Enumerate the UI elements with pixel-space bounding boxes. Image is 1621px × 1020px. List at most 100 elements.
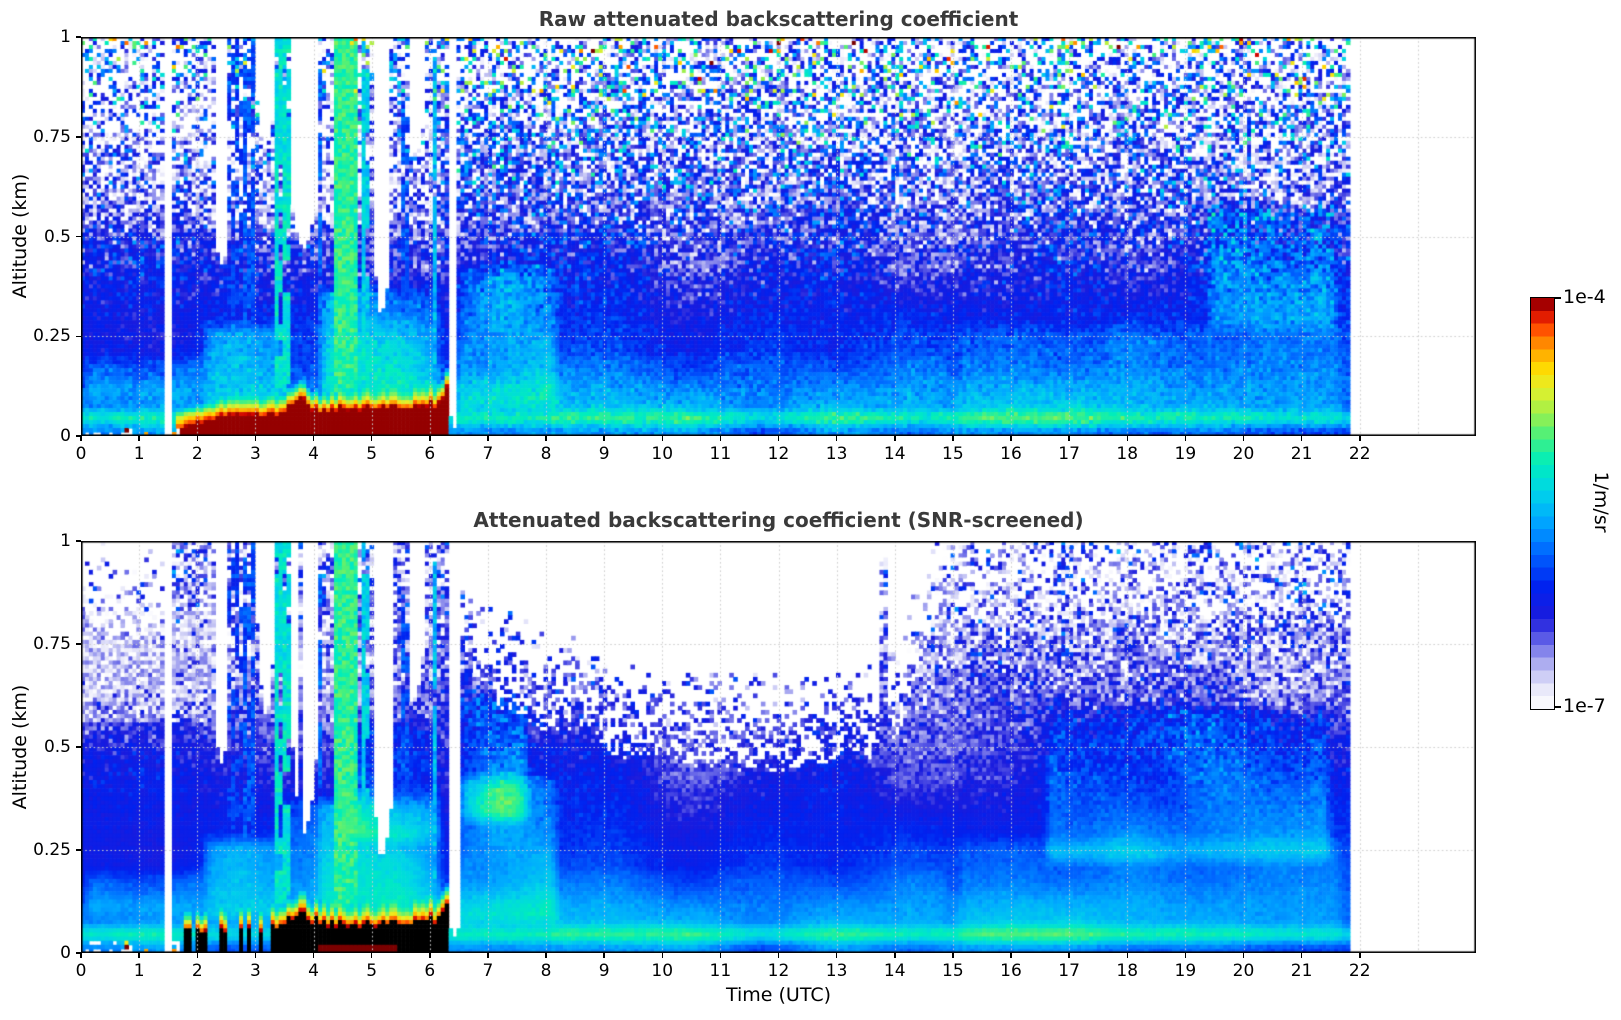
x-tick [80,953,82,958]
screened-panel-title: Attenuated backscattering coefficient (S… [473,508,1084,532]
x-tick-label: 20 [1232,961,1255,981]
x-tick [1300,953,1303,958]
x-tick [952,953,954,958]
y-tick-label: 1 [60,27,71,47]
x-tick-label: 0 [75,961,87,981]
x-tick-label: 8 [540,444,552,464]
colorbar-unit-label: 1/m/sr [1590,471,1612,533]
x-tick-label: 20 [1232,444,1255,464]
x-tick [952,436,954,441]
y-tick-label: 0 [60,426,71,446]
x-tick [138,436,140,441]
colorbar-min-label: 1e-7 [1563,695,1606,717]
x-tick [719,436,722,441]
x-tick [1359,436,1361,441]
x-tick [719,953,722,958]
x-tick-label: 10 [651,961,674,981]
raw-heatmap-canvas [81,37,1476,436]
raw-panel-title: Raw attenuated backscattering coefficien… [538,7,1019,31]
x-tick [545,436,547,441]
x-tick [1242,953,1245,958]
colorbar-bottom-tick [1554,706,1561,708]
x-tick [777,436,780,441]
x-tick [1068,436,1070,441]
x-tick-label: 19 [1174,961,1197,981]
y-tick [76,952,81,954]
x-tick [603,953,605,958]
y-tick [76,540,81,542]
x-tick-label: 22 [1348,444,1371,464]
x-axis-label: Time (UTC) [725,984,832,1006]
x-tick [603,436,605,441]
x-tick [835,953,838,958]
x-tick-label: 19 [1174,444,1197,464]
x-tick [196,953,198,958]
y-tick [76,643,81,645]
y-tick [76,235,81,238]
x-tick-label: 5 [366,961,378,981]
x-tick [661,436,663,441]
x-tick [777,953,780,958]
x-tick-label: 13 [825,444,848,464]
x-tick-label: 18 [1116,444,1139,464]
x-tick [1126,953,1128,958]
x-tick-label: 21 [1290,961,1313,981]
x-tick-label: 6 [424,444,436,464]
x-tick-label: 3 [249,444,261,464]
y-tick [76,335,81,337]
x-tick-label: 22 [1348,961,1371,981]
x-tick [894,436,896,441]
x-tick-label: 16 [1000,961,1022,981]
x-tick [835,436,838,441]
x-tick-label: 17 [1058,444,1080,464]
y-tick-label: 0 [60,943,71,963]
x-tick [1242,436,1245,441]
x-tick-label: 1 [133,961,145,981]
x-tick [1068,953,1070,958]
x-tick-label: 13 [825,961,848,981]
colorbar-max-label: 1e-4 [1563,286,1606,308]
x-tick-label: 4 [308,961,319,981]
x-tick [1126,436,1128,441]
x-tick [429,436,431,441]
x-tick-label: 21 [1290,444,1313,464]
x-tick [429,953,431,958]
x-tick [254,436,257,441]
y-tick [76,435,81,437]
x-tick-label: 4 [308,444,319,464]
y-tick-label: 0.25 [33,840,71,860]
x-tick [1184,436,1187,441]
x-tick-label: 12 [767,444,790,464]
x-tick-label: 7 [482,444,494,464]
y-tick [76,849,81,851]
x-tick [487,436,489,441]
x-tick [1184,953,1187,958]
x-tick-label: 8 [540,961,552,981]
colorbar [1530,297,1555,710]
x-tick-label: 14 [883,444,906,464]
x-tick-label: 15 [942,961,964,981]
x-tick [80,436,82,441]
x-tick [370,436,373,441]
x-tick-label: 7 [482,961,494,981]
x-tick-label: 11 [709,444,732,464]
y-tick [76,36,81,38]
x-tick-label: 10 [651,444,674,464]
x-tick-label: 11 [709,961,732,981]
x-tick-label: 6 [424,961,436,981]
x-tick [370,953,373,958]
x-tick-label: 2 [191,444,203,464]
x-tick [1359,953,1361,958]
x-tick-label: 0 [75,444,87,464]
y-tick [76,136,81,138]
y-tick-label: 0.5 [43,737,71,757]
x-tick-label: 5 [366,444,378,464]
y-tick [76,746,81,748]
x-tick-label: 12 [767,961,790,981]
x-tick-label: 9 [598,444,610,464]
x-tick [1010,953,1012,958]
x-tick [138,953,140,958]
x-tick-label: 1 [133,444,145,464]
x-tick [545,953,547,958]
